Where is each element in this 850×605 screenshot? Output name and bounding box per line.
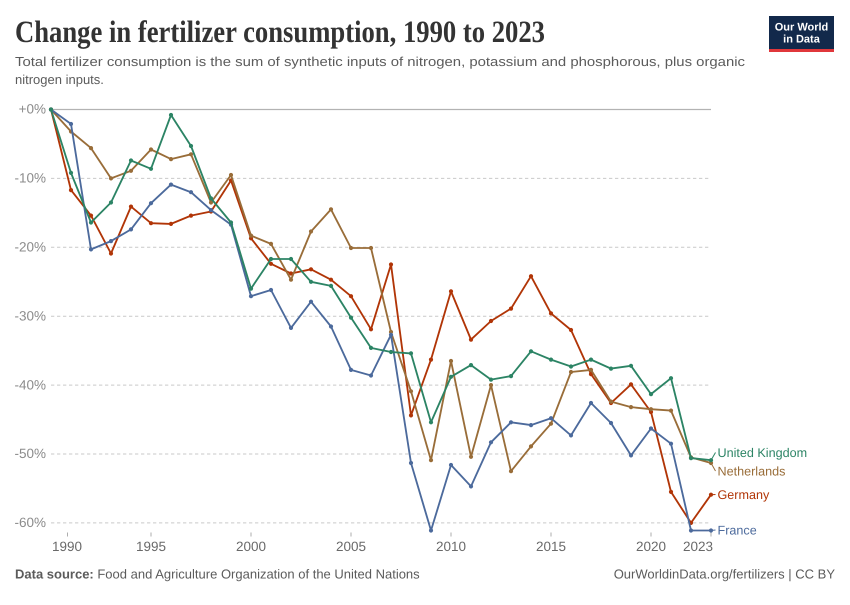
svg-text:France: France xyxy=(718,524,757,538)
svg-text:-10%: -10% xyxy=(14,171,46,186)
svg-text:1995: 1995 xyxy=(136,539,166,554)
svg-text:Total fertilizer consumption i: Total fertilizer consumption is the sum … xyxy=(15,54,746,69)
svg-text:2000: 2000 xyxy=(236,539,266,554)
svg-text:2023: 2023 xyxy=(683,539,713,554)
svg-text:nitrogen inputs.: nitrogen inputs. xyxy=(15,72,104,87)
svg-text:OurWorldinData.org/fertilizers: OurWorldinData.org/fertilizers | CC BY xyxy=(614,567,836,582)
svg-text:-60%: -60% xyxy=(14,515,46,530)
svg-text:1990: 1990 xyxy=(52,539,82,554)
svg-text:-30%: -30% xyxy=(14,308,46,323)
svg-text:Germany: Germany xyxy=(718,488,770,502)
svg-text:2010: 2010 xyxy=(436,539,466,554)
svg-text:-40%: -40% xyxy=(14,377,46,392)
svg-text:Change in fertilizer consumpti: Change in fertilizer consumption, 1990 t… xyxy=(15,14,545,49)
svg-text:Data source: Food and Agricult: Data source: Food and Agriculture Organi… xyxy=(15,567,420,582)
svg-text:-20%: -20% xyxy=(14,240,46,255)
svg-text:Netherlands: Netherlands xyxy=(718,465,786,479)
svg-text:United Kingdom: United Kingdom xyxy=(718,446,808,460)
svg-text:2005: 2005 xyxy=(336,539,366,554)
svg-text:Our World: Our World xyxy=(775,22,829,34)
svg-text:2020: 2020 xyxy=(636,539,666,554)
svg-text:2015: 2015 xyxy=(536,539,566,554)
svg-text:-50%: -50% xyxy=(14,446,46,461)
svg-text:+0%: +0% xyxy=(19,102,46,117)
svg-text:in Data: in Data xyxy=(783,34,821,46)
